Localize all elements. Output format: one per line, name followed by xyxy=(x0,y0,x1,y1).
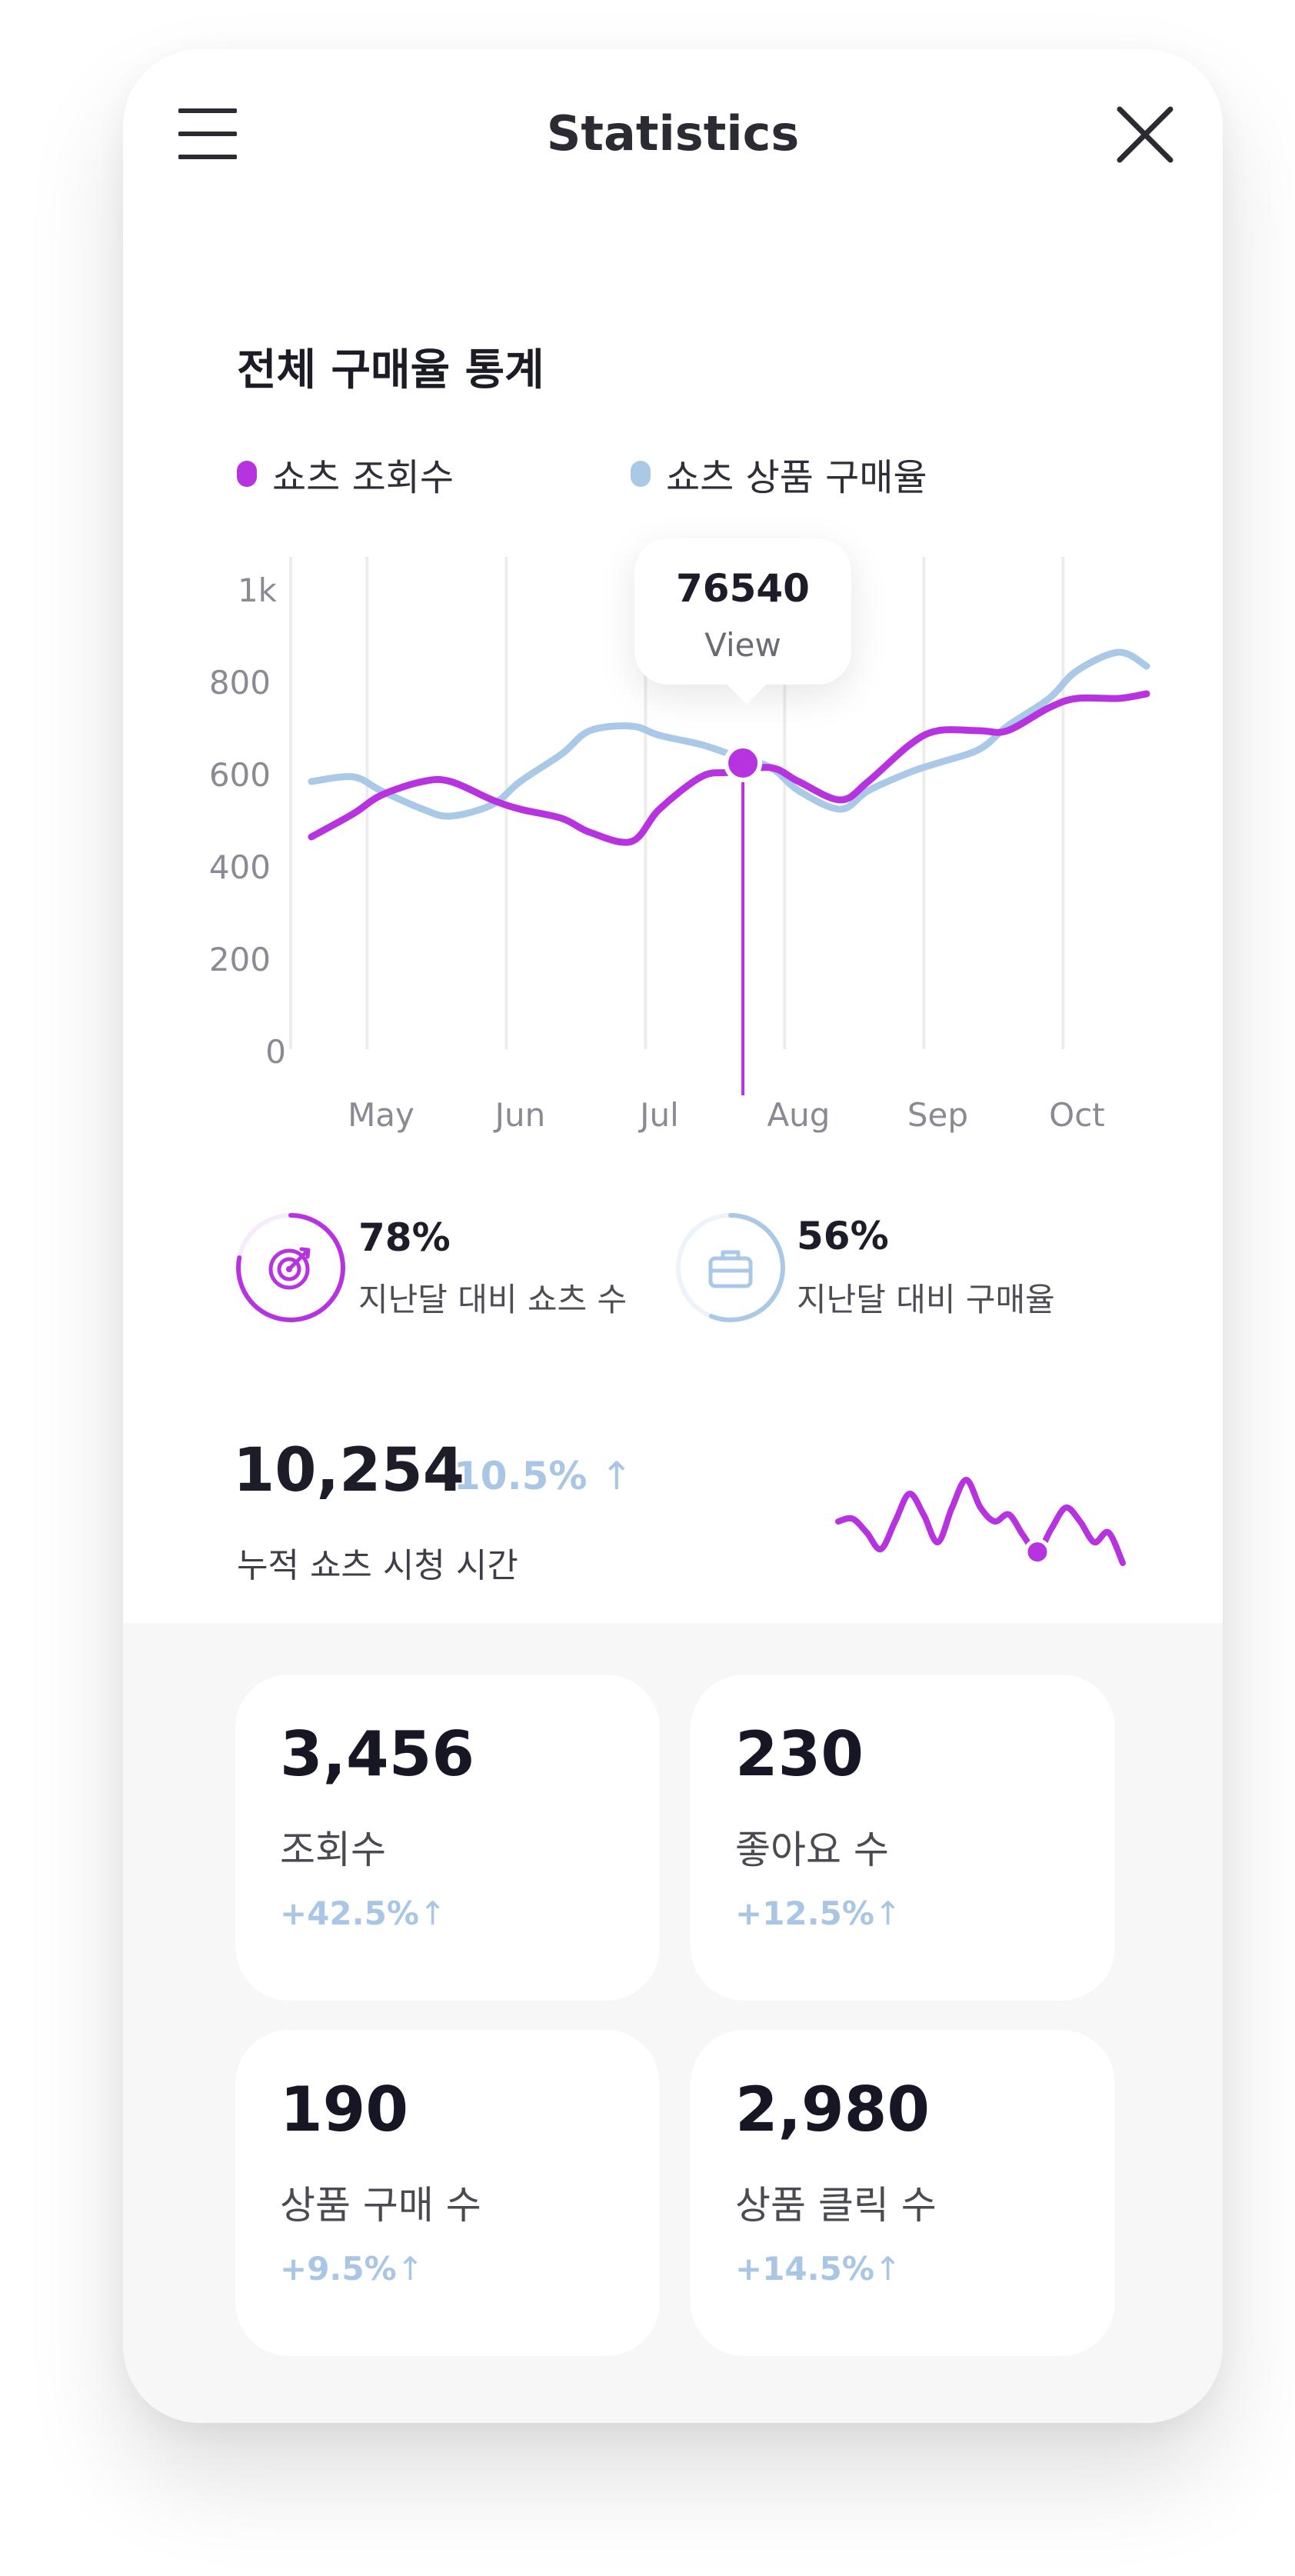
menu-button[interactable] xyxy=(178,105,238,163)
x-tick-label: Jun xyxy=(493,1096,546,1134)
card-change: +12.5%↑ xyxy=(735,1895,901,1932)
total-watch-time-label: 누적 쇼츠 시청 시간 xyxy=(237,1546,518,1585)
change-value: 10.5% xyxy=(454,1454,588,1498)
arrow-up-icon: ↑ xyxy=(600,1454,633,1498)
arrow-up-icon: ↑ xyxy=(396,2250,424,2288)
chart-section-title: 전체 구매율 통계 xyxy=(237,345,544,395)
tooltip-value: 76540 xyxy=(676,566,810,611)
legend-item-purchase-rate[interactable]: 쇼츠 상품 구매율 xyxy=(631,451,927,499)
y-tick-label: 0 xyxy=(265,1033,286,1071)
stat-label: 지난달 대비 구매율 xyxy=(797,1281,1055,1318)
stat-card-likes[interactable]: 230 좋아요 수 +12.5%↑ xyxy=(691,1675,1115,2001)
close-button[interactable] xyxy=(1115,105,1175,165)
card-value: 3,456 xyxy=(280,1718,475,1790)
stat-card-clicks[interactable]: 2,980 상품 클릭 수 +14.5%↑ xyxy=(691,2030,1115,2356)
card-label: 조회수 xyxy=(280,1828,386,1872)
x-tick-label: May xyxy=(348,1096,414,1134)
highlight-point[interactable] xyxy=(724,744,763,782)
stat-label: 지난달 대비 쇼츠 수 xyxy=(358,1281,628,1318)
y-tick-label: 600 xyxy=(209,756,271,794)
tooltip-label: View xyxy=(704,626,781,664)
change-value: +9.5% xyxy=(280,2250,397,2288)
change-value: +14.5% xyxy=(735,2250,874,2288)
close-icon xyxy=(1117,106,1173,163)
y-tick-label: 200 xyxy=(209,941,271,978)
arrow-up-icon: ↑ xyxy=(874,1895,902,1932)
stat-value: 78% xyxy=(358,1215,451,1260)
card-label: 좋아요 수 xyxy=(735,1828,889,1872)
x-tick-label: Oct xyxy=(1049,1096,1105,1134)
change-value: +42.5% xyxy=(280,1895,419,1932)
card-value: 230 xyxy=(735,1718,864,1790)
legend-dot xyxy=(237,461,257,487)
x-tick-label: Sep xyxy=(907,1096,968,1134)
briefcase-icon xyxy=(708,1250,753,1288)
y-tick-label: 1k xyxy=(238,572,278,609)
x-tick-label: Aug xyxy=(767,1096,830,1134)
hamburger-menu-icon xyxy=(178,108,238,159)
sparkline-path xyxy=(835,1477,1126,1566)
stat-ring-arc xyxy=(236,1213,345,1322)
stat-progress-ring xyxy=(236,1213,345,1322)
arrow-up-icon: ↑ xyxy=(418,1895,447,1932)
y-tick-label: 800 xyxy=(209,664,271,701)
stat-progress-ring xyxy=(676,1213,785,1322)
sparkline-point xyxy=(1024,1538,1051,1566)
page-title: Statistics xyxy=(546,105,800,162)
card-change: +14.5%↑ xyxy=(735,2250,901,2288)
card-change: +9.5%↑ xyxy=(280,2250,424,2288)
target-icon xyxy=(268,1247,311,1290)
card-change: +42.5%↑ xyxy=(280,1895,446,1932)
y-tick-label: 400 xyxy=(209,848,271,886)
arrow-up-icon: ↑ xyxy=(874,2250,902,2288)
card-value: 190 xyxy=(280,2074,408,2145)
stat-ring-arc xyxy=(676,1213,785,1322)
chart-tooltip: 76540 View xyxy=(634,538,851,685)
legend-label: 쇼츠 상품 구매율 xyxy=(666,456,927,499)
stat-card-purchases[interactable]: 190 상품 구매 수 +9.5%↑ xyxy=(235,2030,660,2356)
legend-label: 쇼츠 조회수 xyxy=(272,456,454,499)
total-watch-time-change: 10.5% ↑ xyxy=(454,1454,633,1498)
phone-screen: Statistics 전체 구매율 통계 쇼츠 조회수 쇼츠 상품 구매율 0 2… xyxy=(123,49,1223,2423)
card-label: 상품 클릭 수 xyxy=(735,2183,937,2228)
stat-card-views[interactable]: 3,456 조회수 +42.5%↑ xyxy=(235,1675,660,2001)
change-value: +12.5% xyxy=(735,1895,874,1932)
card-label: 상품 구매 수 xyxy=(280,2183,481,2228)
watch-time-sparkline xyxy=(835,1477,1126,1566)
legend-item-views[interactable]: 쇼츠 조회수 xyxy=(237,451,454,499)
total-watch-time-value: 10,254 xyxy=(233,1436,464,1505)
stat-value: 56% xyxy=(797,1214,889,1258)
card-value: 2,980 xyxy=(735,2074,930,2145)
x-tick-label: Jul xyxy=(638,1096,679,1134)
legend-dot xyxy=(631,461,651,487)
